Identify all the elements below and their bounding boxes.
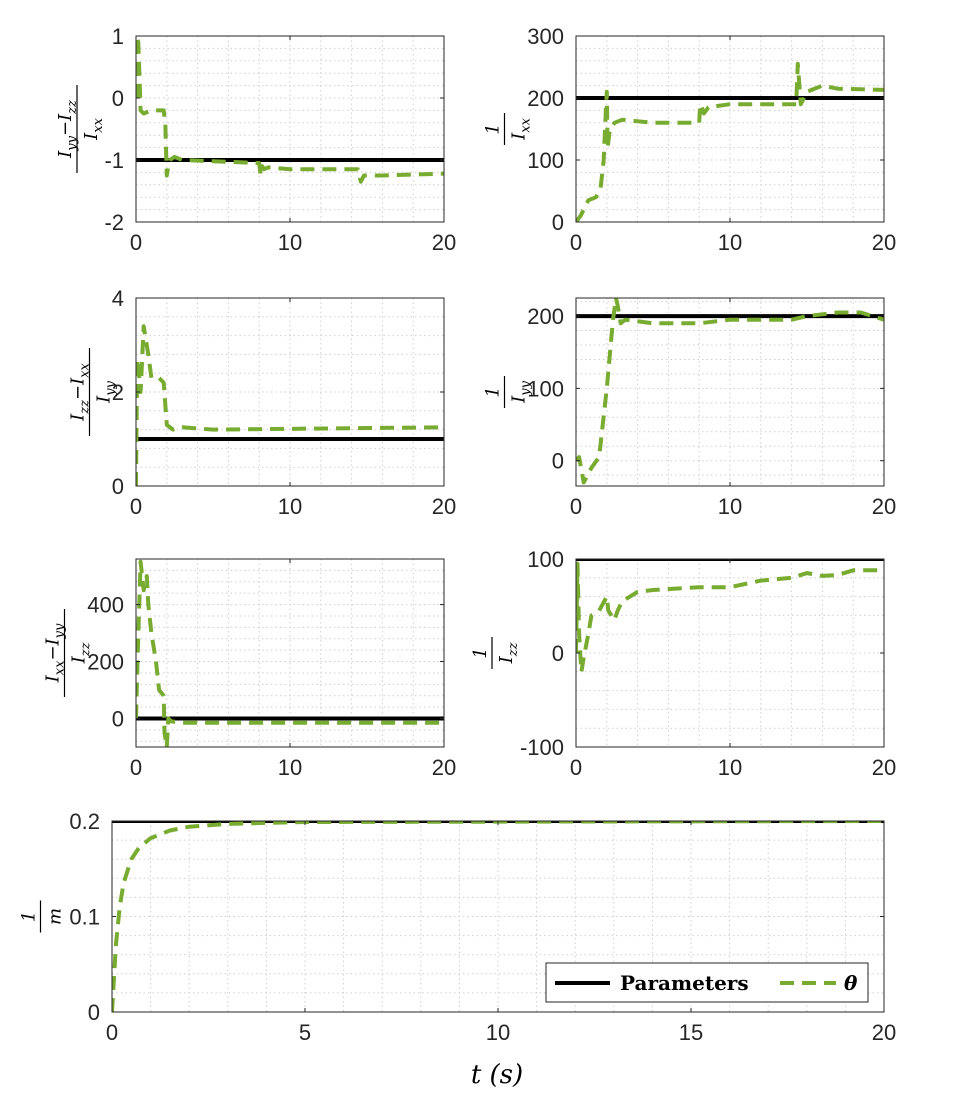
y-label-text: Ixx−Iyy (43, 623, 68, 683)
x-tick-label: 20 (432, 494, 456, 519)
x-tick-label: 10 (278, 494, 302, 519)
legend-label-theta: θ (844, 971, 858, 995)
x-tick-label: 10 (718, 755, 742, 780)
y-label-text: Ixx (81, 117, 106, 140)
x-tick-label: 10 (278, 230, 302, 255)
y-axis-label: 1 Iyy (483, 376, 534, 408)
series-theta (136, 36, 444, 184)
y-tick-label: 0 (112, 474, 124, 499)
y-tick-label: 300 (527, 24, 564, 49)
y-tick-label: 0 (552, 449, 564, 474)
y-label-text: 1 (19, 911, 40, 922)
series-theta (136, 559, 444, 747)
x-tick-label: 20 (872, 1020, 896, 1045)
plot-area (136, 559, 444, 747)
x-tick-label: 0 (130, 230, 142, 255)
y-axis-label: 1 Izz (470, 637, 521, 669)
x-tick-label: 0 (130, 494, 142, 519)
subplot-7: 0 5 10 15 20 0 0.1 0.2 1 m (19, 809, 897, 1045)
y-label-text: Ixx (509, 117, 534, 140)
plot-area (136, 36, 444, 222)
y-tick-label: 0.1 (69, 905, 100, 930)
y-label-text: Iyy−Izz (55, 100, 80, 159)
y-label-text: Izz (496, 642, 521, 664)
y-axis-label: 1 Ixx (483, 113, 534, 145)
x-tick-label: 10 (718, 494, 742, 519)
x-tick-label: 0 (570, 230, 582, 255)
y-label-text: 1 (470, 647, 491, 658)
y-tick-label: 100 (527, 376, 564, 401)
x-tick-label: 20 (872, 494, 896, 519)
grid (135, 558, 445, 747)
series-theta (576, 561, 884, 674)
x-axis-label: t (s) (471, 1060, 523, 1090)
y-label-text: Izz−Ixx (68, 362, 93, 421)
y-label-text: m (45, 908, 66, 925)
y-tick-label: 0 (552, 210, 564, 235)
series-theta (576, 298, 884, 485)
y-tick-label: 4 (112, 286, 124, 311)
x-tick-label: 15 (679, 1020, 703, 1045)
legend-label-parameters: Parameters (620, 971, 749, 995)
y-tick-label: 0.2 (69, 809, 100, 834)
y-tick-label: 2 (112, 380, 124, 405)
plot-area (576, 36, 884, 222)
y-tick-label: 200 (87, 650, 124, 675)
y-label-text: Iyy (94, 380, 119, 403)
legend: Parameters θ (545, 962, 869, 1003)
x-tick-label: 0 (106, 1020, 118, 1045)
x-tick-label: 10 (718, 230, 742, 255)
y-tick-label: 0 (112, 707, 124, 732)
x-tick-label: 10 (278, 755, 302, 780)
y-tick-label: 200 (527, 304, 564, 329)
y-tick-label: -1 (104, 148, 124, 173)
x-tick-label: 20 (432, 755, 456, 780)
y-tick-label: -2 (104, 210, 124, 235)
plot-area (576, 298, 884, 486)
x-tick-label: 10 (486, 1020, 510, 1045)
y-label-text: Iyy (509, 380, 534, 403)
y-tick-label: 0 (112, 86, 124, 111)
x-tick-label: 20 (432, 230, 456, 255)
x-tick-label: 20 (872, 230, 896, 255)
series-theta (136, 324, 444, 486)
y-tick-label: 100 (527, 547, 564, 572)
y-tick-label: 1 (112, 24, 124, 49)
series-theta (112, 821, 884, 1012)
x-tick-label: 0 (570, 494, 582, 519)
y-tick-label: 0 (552, 641, 564, 666)
y-label-text: Izz (69, 642, 94, 664)
x-tick-label: 0 (570, 755, 582, 780)
y-tick-label: -100 (520, 735, 564, 760)
y-tick-label: 100 (527, 148, 564, 173)
y-tick-label: 0 (88, 1000, 100, 1025)
series-theta (576, 61, 884, 222)
y-tick-label: 400 (87, 593, 124, 618)
x-tick-label: 5 (299, 1020, 311, 1045)
y-tick-label: 200 (527, 86, 564, 111)
y-label-text: 1 (483, 123, 504, 134)
y-label-text: 1 (483, 386, 504, 397)
x-tick-label: 0 (130, 755, 142, 780)
x-tick-label: 20 (872, 755, 896, 780)
